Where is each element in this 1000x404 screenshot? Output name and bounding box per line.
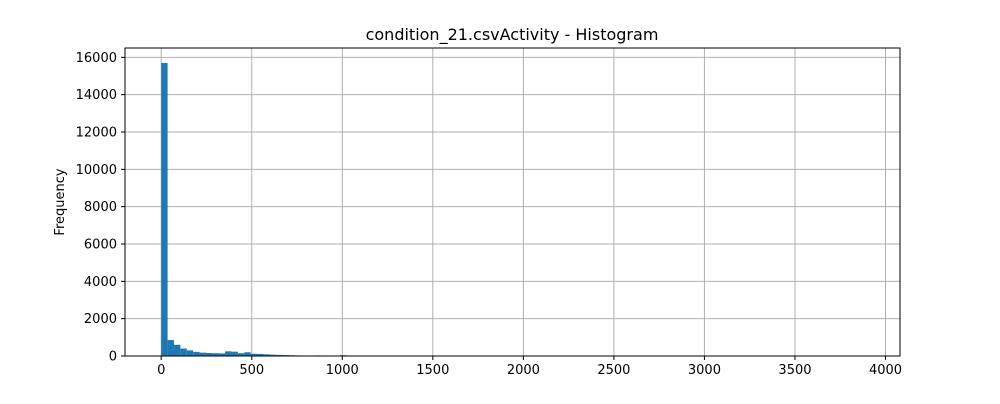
x-axis-ticks: 0 500 1000 1500 2000 2500 3000 3500 4000 — [157, 356, 902, 378]
y-tick-label: 8000 — [84, 200, 117, 215]
histogram-bar — [193, 352, 199, 356]
y-tick-label: 0 — [109, 350, 117, 365]
histogram-bar — [180, 349, 186, 356]
chart-title: condition_21.csvActivity - Histogram — [366, 25, 659, 45]
y-tick-label: 16000 — [76, 51, 117, 66]
histogram-bar — [232, 352, 238, 356]
histogram-bar — [225, 351, 231, 356]
x-tick-label: 1000 — [326, 363, 359, 378]
x-tick-label: 500 — [239, 363, 264, 378]
x-tick-label: 1500 — [416, 363, 449, 378]
x-tick-label: 4000 — [869, 363, 902, 378]
y-tick-label: 6000 — [84, 238, 117, 253]
histogram-bar — [244, 352, 250, 356]
y-tick-label: 4000 — [84, 275, 117, 290]
x-tick-label: 2500 — [597, 363, 630, 378]
y-tick-label: 10000 — [76, 163, 117, 178]
y-axis-label: Frequency — [53, 168, 68, 235]
x-tick-label: 3000 — [688, 363, 721, 378]
x-tick-label: 2000 — [507, 363, 540, 378]
y-tick-label: 12000 — [76, 126, 117, 141]
grid-lines — [125, 48, 900, 356]
histogram-bar — [187, 350, 193, 356]
histogram-bar — [174, 345, 180, 356]
histogram-bar — [161, 63, 167, 356]
x-tick-label: 0 — [157, 363, 165, 378]
y-tick-label: 2000 — [84, 312, 117, 327]
y-axis-ticks: 0 2000 4000 6000 8000 10000 12000 14000 16000 — [76, 51, 125, 365]
x-tick-label: 3500 — [778, 363, 811, 378]
y-tick-label: 14000 — [76, 88, 117, 103]
histogram-bar — [200, 353, 206, 356]
histogram-bar — [168, 340, 174, 356]
